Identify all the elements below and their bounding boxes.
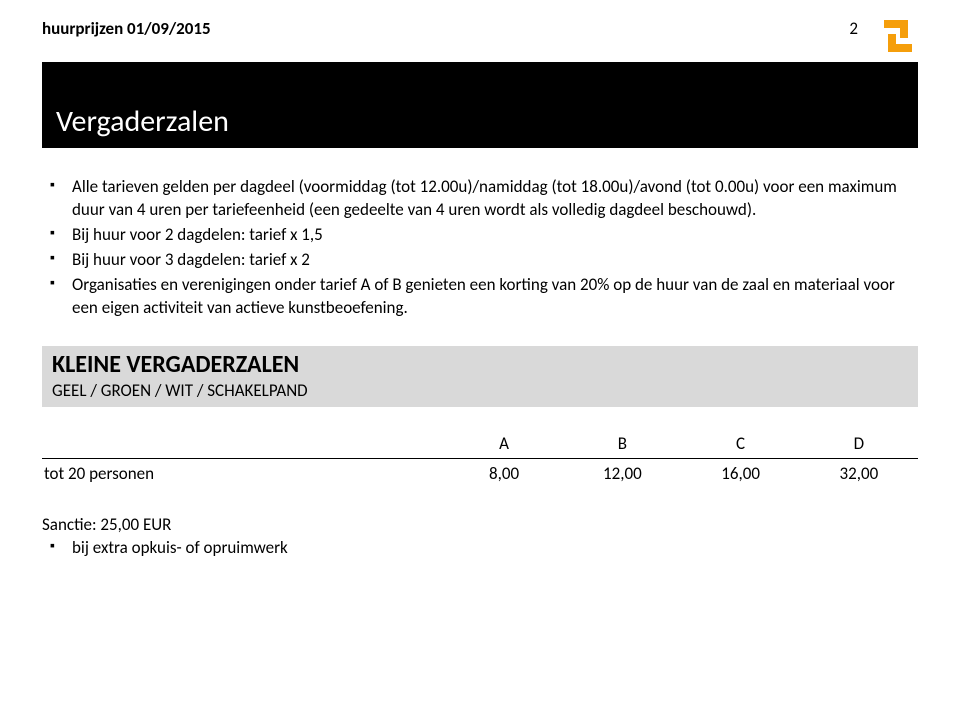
info-bullet: Alle tarieven gelden per dagdeel (voormi… — [72, 176, 918, 222]
section-header: KLEINE VERGADERZALEN GEEL / GROEN / WIT … — [42, 346, 918, 407]
header-right: 2 — [849, 16, 918, 56]
section-title: KLEINE VERGADERZALEN — [52, 352, 908, 378]
page-header: huurprijzen 01/09/2015 2 — [42, 16, 918, 56]
title-bar: Vergaderzalen — [42, 62, 918, 148]
brand-logo-icon — [878, 16, 918, 56]
sanction-title: Sanctie: 25,00 EUR — [42, 514, 918, 535]
table-header-col: C — [681, 429, 799, 459]
table-cell: 32,00 — [800, 459, 918, 489]
table-header-col: D — [800, 429, 918, 459]
section-kleine-vergaderzalen: KLEINE VERGADERZALEN GEEL / GROEN / WIT … — [42, 346, 918, 488]
info-bullets: Alle tarieven gelden per dagdeel (voormi… — [42, 176, 918, 320]
table-cell: 16,00 — [681, 459, 799, 489]
table-header-col: A — [445, 429, 563, 459]
table-cell: 8,00 — [445, 459, 563, 489]
table-row: tot 20 personen 8,00 12,00 16,00 32,00 — [42, 459, 918, 489]
info-bullet: Bij huur voor 3 dagdelen: tarief x 2 — [72, 249, 918, 272]
page-title: Vergaderzalen — [56, 103, 229, 140]
table-cell: 12,00 — [563, 459, 681, 489]
page: huurprijzen 01/09/2015 2 Vergaderzalen A… — [0, 0, 960, 707]
sanction-item: bij extra opkuis- of opruimwerk — [72, 537, 918, 559]
table-row-label: tot 20 personen — [42, 459, 445, 489]
info-bullet: Organisaties en verenigingen onder tarie… — [72, 274, 918, 320]
info-bullet: Bij huur voor 2 dagdelen: tarief x 1,5 — [72, 224, 918, 247]
sanction-block: Sanctie: 25,00 EUR bij extra opkuis- of … — [42, 514, 918, 559]
section-subtitle: GEEL / GROEN / WIT / SCHAKELPAND — [52, 380, 908, 401]
header-left-text: huurprijzen 01/09/2015 — [42, 16, 211, 39]
sanction-list: bij extra opkuis- of opruimwerk — [42, 537, 918, 559]
page-number: 2 — [849, 16, 858, 39]
price-table: A B C D tot 20 personen 8,00 12,00 16,00… — [42, 429, 918, 488]
table-header-col: B — [563, 429, 681, 459]
table-header-row: A B C D — [42, 429, 918, 459]
table-header-empty — [42, 429, 445, 459]
